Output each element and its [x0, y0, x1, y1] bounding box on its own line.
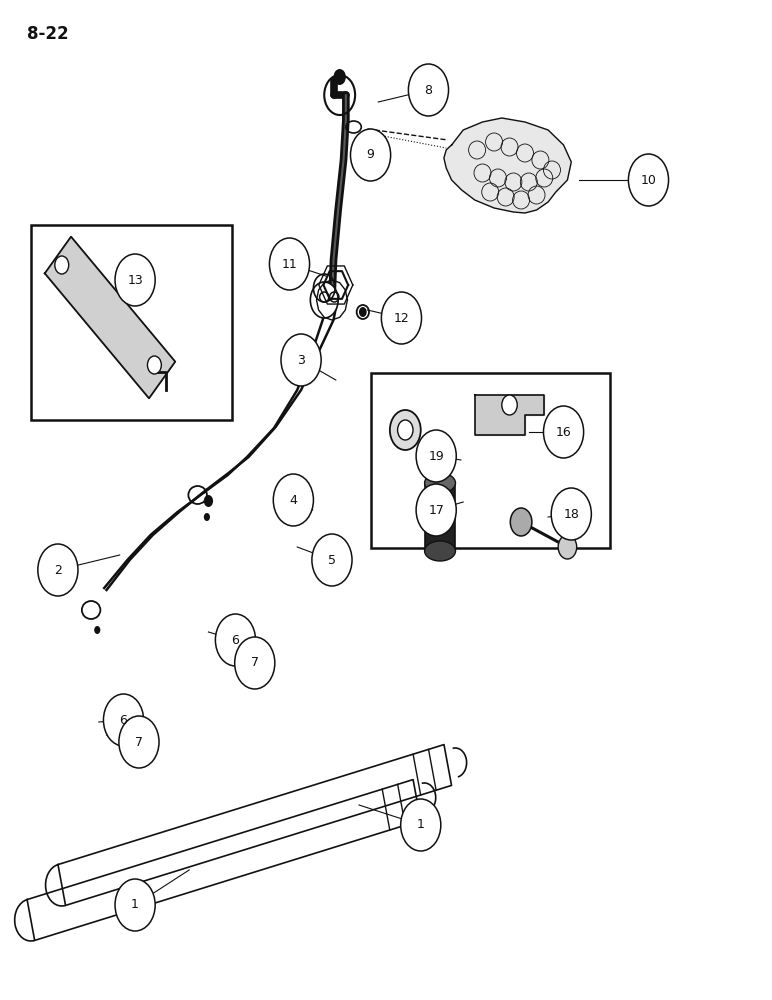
Circle shape [281, 334, 321, 386]
Bar [31, 225, 232, 420]
Ellipse shape [425, 541, 455, 561]
Text: 5: 5 [328, 554, 336, 566]
Circle shape [558, 535, 577, 559]
Text: 7: 7 [251, 656, 259, 670]
Circle shape [204, 513, 210, 521]
Text: 10: 10 [641, 174, 656, 186]
Text: 4: 4 [290, 493, 297, 506]
Circle shape [215, 614, 256, 666]
Circle shape [398, 420, 413, 440]
Circle shape [628, 154, 669, 206]
Circle shape [543, 406, 584, 458]
Circle shape [310, 282, 338, 318]
Circle shape [115, 879, 155, 931]
Circle shape [55, 256, 69, 274]
Text: 18: 18 [564, 508, 579, 520]
Polygon shape [444, 118, 571, 213]
Circle shape [551, 488, 591, 540]
Circle shape [401, 799, 441, 851]
Text: 12: 12 [394, 312, 409, 324]
Circle shape [38, 544, 78, 596]
Polygon shape [45, 237, 175, 398]
Text: 11: 11 [282, 257, 297, 270]
Circle shape [103, 694, 144, 746]
Circle shape [408, 64, 449, 116]
Circle shape [115, 254, 155, 306]
Circle shape [94, 626, 100, 634]
Circle shape [510, 508, 532, 536]
Ellipse shape [425, 473, 455, 493]
Text: 17: 17 [428, 504, 444, 516]
Circle shape [312, 534, 352, 586]
Circle shape [334, 69, 346, 85]
Text: 7: 7 [135, 736, 143, 748]
Text: 6: 6 [232, 634, 239, 647]
Bar [371, 373, 610, 548]
Text: 2: 2 [54, 564, 62, 576]
Text: 9: 9 [367, 148, 374, 161]
Circle shape [359, 307, 367, 317]
Text: 19: 19 [428, 450, 444, 462]
Circle shape [204, 495, 213, 507]
Circle shape [416, 430, 456, 482]
Circle shape [350, 129, 391, 181]
Text: 3: 3 [297, 354, 305, 366]
Text: 8: 8 [425, 84, 432, 97]
Circle shape [235, 637, 275, 689]
Circle shape [273, 474, 313, 526]
Circle shape [147, 356, 161, 374]
Circle shape [390, 410, 421, 450]
Bar [425, 483, 455, 551]
Circle shape [119, 716, 159, 768]
Text: 13: 13 [127, 273, 143, 286]
Text: 8-22: 8-22 [27, 25, 69, 43]
Text: 16: 16 [556, 426, 571, 438]
Text: 1: 1 [417, 818, 425, 832]
Text: 1: 1 [131, 898, 139, 912]
Circle shape [381, 292, 422, 344]
Text: 6: 6 [120, 714, 127, 726]
Polygon shape [475, 395, 544, 435]
Circle shape [502, 395, 517, 415]
Circle shape [269, 238, 310, 290]
Circle shape [416, 484, 456, 536]
